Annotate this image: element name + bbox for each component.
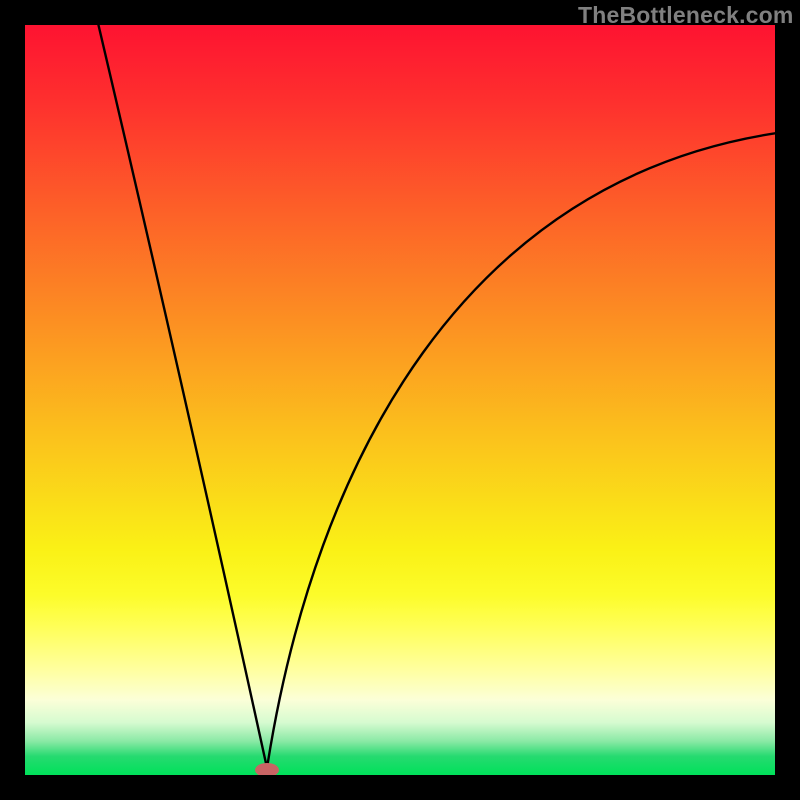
border-left	[0, 0, 25, 800]
plot-area	[25, 25, 775, 775]
bottleneck-curve	[25, 25, 775, 775]
border-bottom	[0, 775, 800, 800]
min-marker	[255, 763, 279, 775]
watermark-text: TheBottleneck.com	[578, 2, 794, 29]
border-right	[775, 0, 800, 800]
chart-frame: TheBottleneck.com	[0, 0, 800, 800]
